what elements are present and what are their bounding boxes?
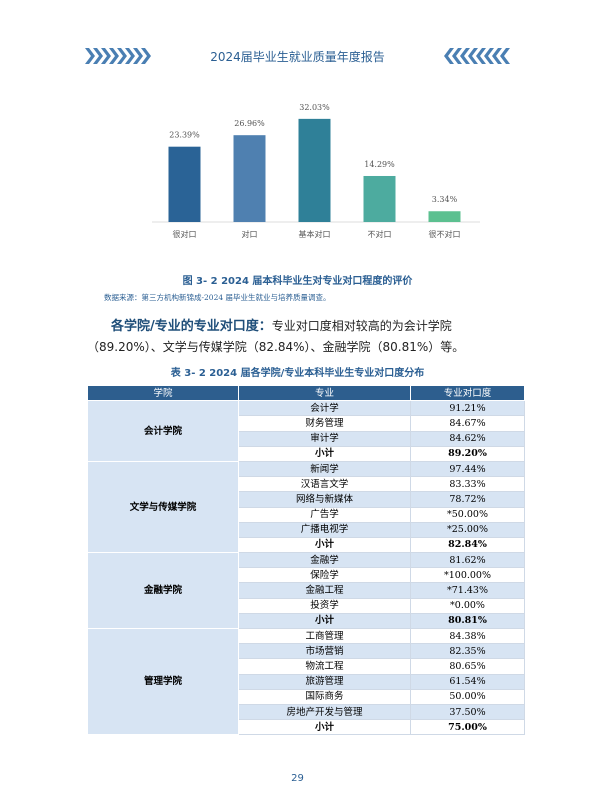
major-cell: 财务管理 <box>238 415 411 432</box>
table-row: 保险学 *100.00% <box>88 567 525 584</box>
value-cell: 82.35% <box>410 643 525 660</box>
value-cell: 97.44% <box>410 460 525 478</box>
table-row: 国际商务 50.00% <box>88 688 525 705</box>
x-tick-label: 基本对口 <box>299 229 331 239</box>
major-cell: 物流工程 <box>238 658 411 675</box>
x-tick-label: 对口 <box>242 229 258 239</box>
figure-caption: 图 3- 2 2024 届本科毕业生对专业对口程度的评价 <box>182 276 413 287</box>
value-cell: 91.21% <box>410 400 525 417</box>
major-cell: 市场营销 <box>238 643 411 660</box>
value-cell: 37.50% <box>410 703 525 721</box>
major-cell: 新闻学 <box>238 460 411 478</box>
x-tick-label: 不对口 <box>368 229 392 239</box>
table-row: 投资学 *0.00% <box>88 597 525 614</box>
header-row: 学院 专业 专业对口度 <box>87 384 525 402</box>
bar <box>298 118 331 222</box>
value-label: 14.29% <box>364 160 395 169</box>
value-cell: 61.54% <box>410 673 525 690</box>
table-row: 市场营销 82.35% <box>88 643 525 660</box>
major-cell: 保险学 <box>238 567 411 584</box>
major-cell: 国际商务 <box>238 688 411 705</box>
header-cell: 学院 <box>87 384 239 402</box>
value-label: 32.03% <box>299 103 330 112</box>
major-cell: 小计 <box>238 719 411 736</box>
table-row: 房地产开发与管理 37.50% <box>88 703 525 721</box>
paragraph-text: 专业对口度相对较高的为会计学院（89.20%）、文学与传媒学院（82.84%）、… <box>87 319 465 354</box>
major-cell: 会计学 <box>238 400 411 417</box>
header-decor <box>85 48 510 64</box>
x-tick-label: 很不对口 <box>429 229 461 239</box>
major-cell: 网络与新媒体 <box>238 491 411 508</box>
value-label: 26.96% <box>234 119 265 128</box>
college-cell: 管理学院 <box>87 627 239 736</box>
table-row: 金融学院 金融学 81.62% <box>87 552 525 629</box>
value-cell: 80.81% <box>410 612 525 630</box>
value-cell: *25.00% <box>410 521 525 538</box>
major-cell: 金融学 <box>238 552 411 569</box>
value-cell: 84.62% <box>410 430 525 447</box>
table-row: 旅游管理 61.54% <box>88 673 525 690</box>
value-cell: 81.62% <box>410 552 525 569</box>
major-cell: 投资学 <box>238 597 411 614</box>
value-label: 23.39% <box>169 131 200 140</box>
college-cell: 金融学院 <box>87 552 239 629</box>
table-row: 管理学院 工商管理 84.38% <box>87 627 525 736</box>
value-cell: *100.00% <box>410 567 525 584</box>
table-caption: 表 3- 2 2024 届各学院/专业本科毕业生专业对口度分布 <box>170 368 425 379</box>
header-cell: 专业 <box>238 384 411 402</box>
major-cell: 工商管理 <box>238 627 411 645</box>
table: 学院 专业 专业对口度 会计学院 会计学 91.21% 财务管理 84.67% 审计学 84.6… <box>87 384 525 736</box>
major-cell: 小计 <box>238 612 411 630</box>
college-cell: 会计学院 <box>87 400 239 462</box>
value-cell: *0.00% <box>410 597 525 614</box>
value-cell: 82.84% <box>410 536 525 554</box>
value-label: 3.34% <box>432 195 458 204</box>
major-cell: 汉语言文学 <box>238 476 411 493</box>
major-cell: 房地产开发与管理 <box>238 703 411 721</box>
value-cell: 75.00% <box>410 719 525 736</box>
table-row: 会计学院 会计学 91.21% <box>87 400 525 462</box>
figure-source: 数据来源：第三方机构新锦成-2024 届毕业生就业与培养质量调查。 <box>104 293 331 302</box>
value-cell: 83.33% <box>410 476 525 493</box>
value-cell: *50.00% <box>410 506 525 523</box>
major-cell: 审计学 <box>238 430 411 447</box>
college-cell: 文学与传媒学院 <box>87 460 239 554</box>
header-title: 2024届毕业生就业质量年度报告 <box>210 50 385 64</box>
bar <box>428 211 461 222</box>
major-cell: 广告学 <box>238 506 411 523</box>
subtotal-row: 小计 80.81% <box>88 612 525 630</box>
major-cell: 小计 <box>238 536 411 554</box>
table-row: 文学与传媒学院 新闻学 97.44% <box>87 460 525 554</box>
value-cell: *71.43% <box>410 582 525 599</box>
major-cell: 广播电视学 <box>238 521 411 538</box>
major-cell: 旅游管理 <box>238 673 411 690</box>
value-cell: 80.65% <box>410 658 525 675</box>
chart: 23.39% 很对口 26.96% 对口 32.03% 基本对口 14.29% 不对口 3.34… <box>152 103 480 239</box>
bar <box>233 135 266 222</box>
table-row: 网络与新媒体 78.72% <box>88 491 525 508</box>
bar <box>363 175 396 222</box>
paragraph: 各学院/专业的专业对口度：专业对口度相对较高的为会计学院（89.20%）、文学与… <box>87 316 527 358</box>
bar <box>168 146 201 222</box>
paragraph-lead: 各学院/专业的专业对口度： <box>111 319 272 334</box>
value-cell: 84.38% <box>410 627 525 645</box>
value-cell: 84.67% <box>410 415 525 432</box>
major-cell: 小计 <box>238 445 411 462</box>
value-cell: 50.00% <box>410 688 525 705</box>
header-cell: 专业对口度 <box>410 384 525 402</box>
value-cell: 78.72% <box>410 491 525 508</box>
x-tick-label: 很对口 <box>173 229 197 239</box>
subtotal-row: 小计 75.00% <box>88 719 525 736</box>
page-number: 29 <box>291 773 304 784</box>
table-row: 汉语言文学 83.33% <box>88 476 525 493</box>
major-cell: 金融工程 <box>238 582 411 599</box>
table-row: 广播电视学 *25.00% <box>88 521 525 538</box>
value-cell: 89.20% <box>410 445 525 462</box>
